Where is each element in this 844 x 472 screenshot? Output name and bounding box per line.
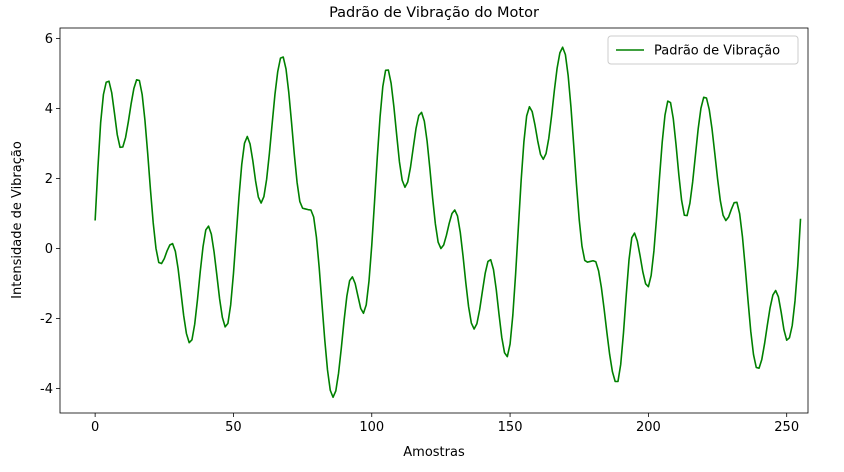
x-tick-label: 50	[225, 420, 242, 435]
y-tick-label: 6	[45, 32, 53, 47]
x-axis-label: Amostras	[403, 445, 465, 460]
y-tick-label: 4	[45, 102, 53, 117]
x-tick-label: 100	[359, 420, 384, 435]
legend-box	[607, 35, 799, 65]
y-tick-label: 0	[45, 242, 53, 257]
y-tick-label: -2	[40, 312, 53, 327]
x-tick-label: 150	[498, 420, 523, 435]
x-tick-label: 0	[91, 420, 99, 435]
legend-label: Padrão de Vibração	[654, 44, 780, 59]
chart-title: Padrão de Vibração do Motor	[329, 5, 539, 21]
plot-frame	[59, 27, 809, 414]
y-axis-label: Intensidade de Vibração	[10, 141, 25, 299]
y-tick-label: -4	[40, 382, 53, 397]
x-tick-label: 200	[636, 420, 661, 435]
y-tick-label: 2	[45, 172, 53, 187]
x-tick-label: 250	[774, 420, 799, 435]
data-line	[94, 46, 802, 399]
